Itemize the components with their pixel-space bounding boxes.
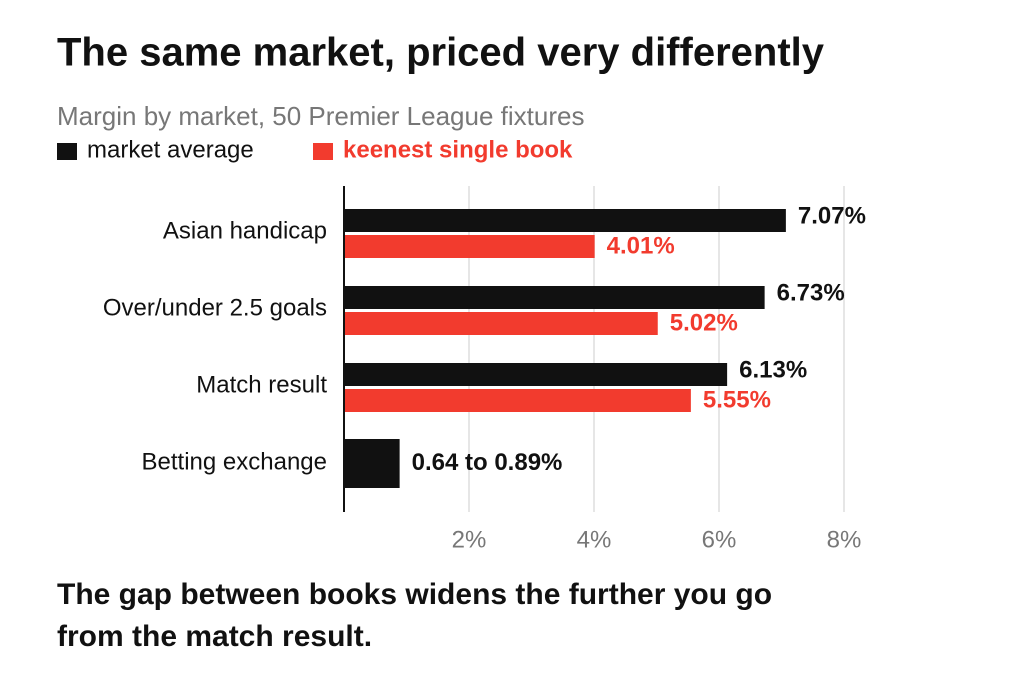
chart: The same market, priced very differently… xyxy=(57,31,866,553)
value-label: 5.02% xyxy=(670,309,738,336)
value-label: 6.13% xyxy=(739,356,807,383)
legend-label: market average xyxy=(87,136,254,163)
chart-note: The gap between books widens the further… xyxy=(57,578,773,653)
y-tick-label: Match result xyxy=(196,371,327,398)
value-label: 7.07% xyxy=(798,202,866,229)
bar xyxy=(344,439,400,488)
chart-title: The same market, priced very differently xyxy=(57,31,825,75)
value-label: 0.64 to 0.89% xyxy=(412,449,563,476)
legend-swatch xyxy=(57,143,77,160)
bar xyxy=(344,235,595,258)
y-tick-label: Over/under 2.5 goals xyxy=(103,294,327,321)
bar xyxy=(344,312,658,335)
x-tick-label: 6% xyxy=(702,526,737,553)
bar xyxy=(344,209,786,232)
bar xyxy=(344,389,691,412)
x-tick-label: 4% xyxy=(577,526,612,553)
bar xyxy=(344,363,728,386)
value-label: 4.01% xyxy=(607,232,675,259)
x-tick-label: 8% xyxy=(827,526,862,553)
x-tick-label: 2% xyxy=(452,526,487,553)
y-tick-label: Asian handicap xyxy=(163,217,327,244)
legend-swatch xyxy=(313,143,333,160)
bar xyxy=(344,286,765,309)
chart-subtitle: Margin by market, 50 Premier League fixt… xyxy=(57,101,584,131)
legend-label: keenest single book xyxy=(343,136,573,163)
value-label: 6.73% xyxy=(777,279,845,306)
y-tick-label: Betting exchange xyxy=(142,448,327,475)
value-label: 5.55% xyxy=(703,386,771,413)
